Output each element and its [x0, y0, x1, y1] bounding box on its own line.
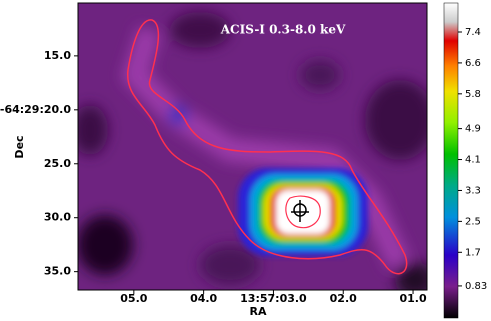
colorbar [443, 2, 459, 319]
colorbar-tick-label: 5.8 [465, 89, 481, 100]
colorbar-tick-label: 4.1 [465, 155, 481, 166]
y-tick-label: 35.0 [44, 265, 71, 278]
y-tick-label: 15.0 [44, 49, 71, 62]
colorbar-tick-label: 3.3 [465, 185, 481, 196]
y-tick-label: 30.0 [44, 211, 71, 224]
image [78, 3, 427, 290]
x-axis-label: RA [250, 305, 267, 318]
chart-title: ACIS-I 0.3-8.0 keV [220, 23, 346, 37]
y-tick-label: 25.0 [44, 157, 71, 170]
colorbar-tick-label: 0.83 [465, 281, 487, 292]
plot-frame [77, 2, 428, 291]
x-tick-label: 04.0 [190, 292, 217, 305]
y-tick-label: -64:29:20.0 [0, 103, 71, 116]
colorbar-tick-label: 6.6 [465, 58, 481, 69]
y-axis-label: Dec [13, 135, 26, 158]
x-tick-label: 05.0 [120, 292, 147, 305]
colorbar-tick-label: 4.9 [465, 124, 481, 135]
x-tick-label: 13:57:03.0 [240, 292, 307, 305]
colorbar-tick-label: 2.5 [465, 216, 481, 227]
x-tick-label: 02.0 [330, 292, 357, 305]
colorbar-tick-label: 1.7 [465, 247, 481, 258]
x-tick-label: 01.0 [399, 292, 426, 305]
colorbar-tick-label: 7.4 [465, 27, 481, 38]
